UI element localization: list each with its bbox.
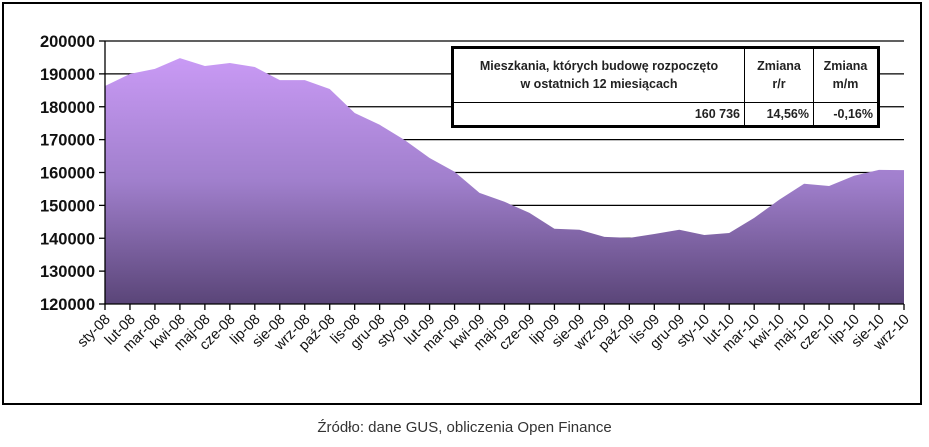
source-caption: Źródło: dane GUS, obliczenia Open Financ… (317, 419, 612, 436)
summary-table-values: 160 736 14,56% -0,16% (452, 101, 879, 128)
header-yy-line2: r/r (772, 77, 786, 92)
y-tick-label: 180000 (40, 99, 95, 117)
y-tick-label: 120000 (40, 296, 95, 314)
value-change-yy: 14,56% (744, 101, 814, 128)
header-housing-starts: Mieszkania, których budowę rozpoczęto w o… (452, 47, 745, 103)
axes (99, 40, 905, 310)
x-axis-labels: sty-08lut-08mar-08kwi-08maj-08cze-08lip-… (75, 312, 913, 356)
header-yy-line1: Zmiana (757, 59, 801, 74)
header-mm-line1: Zmiana (823, 59, 868, 74)
header-main-line1: Mieszkania, których budowę rozpoczęto (479, 59, 719, 74)
header-mm-line2: m/m (832, 77, 859, 92)
summary-table-header: Mieszkania, których budowę rozpoczęto w o… (452, 47, 879, 103)
data-area (105, 58, 904, 304)
y-tick-label: 160000 (40, 165, 95, 183)
y-tick-label: 150000 (40, 197, 95, 215)
summary-table: Mieszkania, których budowę rozpoczęto w o… (451, 46, 880, 128)
header-main-line2: w ostatnich 12 miesiącach (520, 77, 678, 92)
header-change-yy: Zmiana r/r (744, 47, 814, 103)
y-tick-label: 140000 (40, 230, 95, 248)
y-axis-labels: 120000 130000 140000 150000 160000 170000 1800… (40, 33, 95, 314)
y-tick-label: 130000 (40, 263, 95, 281)
value-change-mm: -0,16% (813, 101, 879, 128)
y-tick-label: 170000 (40, 132, 95, 150)
area-chart: 120000 130000 140000 150000 160000 170000 1800… (40, 33, 913, 356)
value-housing-starts: 160 736 (452, 101, 745, 128)
y-tick-label: 190000 (40, 66, 95, 84)
y-tick-label: 200000 (40, 33, 95, 51)
header-change-mm: Zmiana m/m (813, 47, 879, 103)
